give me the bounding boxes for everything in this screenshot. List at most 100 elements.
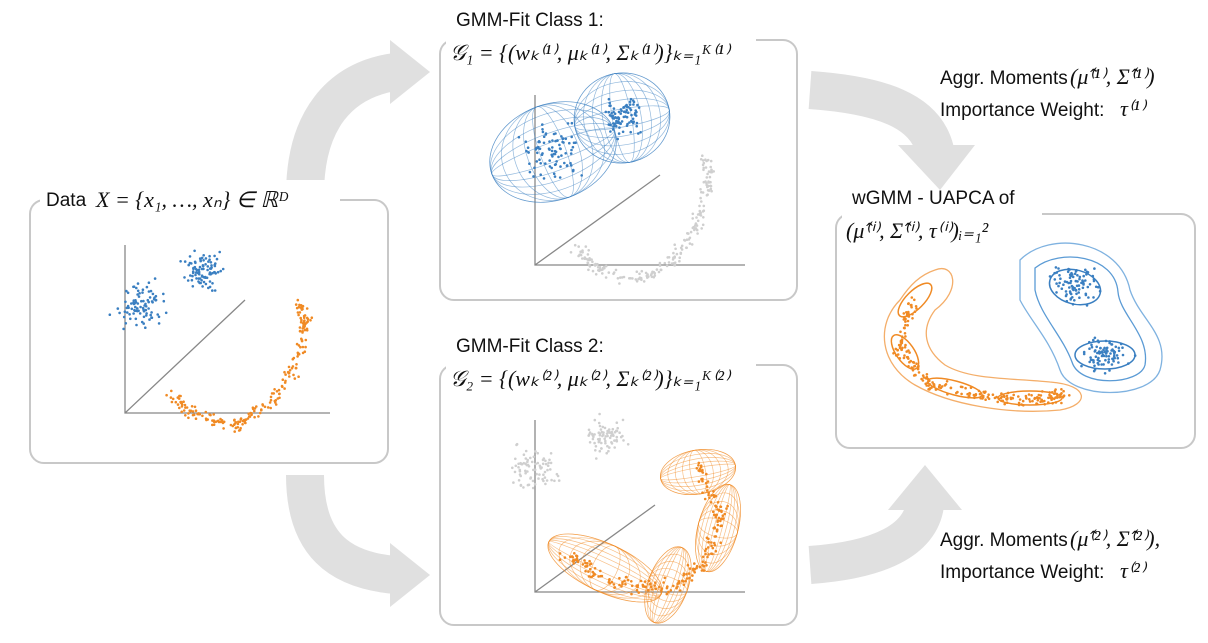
point [701, 471, 705, 474]
point [1062, 389, 1065, 393]
point [191, 274, 194, 278]
point [596, 266, 600, 269]
point [526, 460, 529, 464]
point [960, 392, 963, 396]
point [1024, 394, 1028, 398]
point [571, 145, 575, 149]
point [706, 172, 709, 176]
point [683, 239, 687, 242]
point [1084, 268, 1087, 272]
point [1082, 283, 1085, 286]
point [637, 277, 640, 281]
point [524, 462, 527, 466]
point [283, 370, 286, 374]
point [565, 164, 569, 167]
point [542, 141, 546, 145]
point [634, 278, 638, 281]
point [548, 159, 551, 162]
point [961, 385, 964, 389]
point [149, 289, 153, 293]
point [700, 477, 703, 481]
point [925, 373, 929, 376]
point [216, 270, 220, 274]
point [701, 159, 705, 162]
point [150, 311, 153, 314]
point [643, 585, 646, 588]
point [1027, 393, 1031, 396]
point [136, 302, 140, 305]
point [239, 426, 242, 430]
point [611, 433, 614, 436]
point [688, 242, 692, 245]
point [635, 110, 638, 114]
point [132, 285, 135, 289]
gaussian-ellipses [489, 72, 1163, 624]
point [603, 437, 606, 441]
point [553, 149, 557, 153]
point [517, 479, 521, 482]
point [590, 432, 594, 436]
point [1108, 369, 1111, 372]
point [191, 285, 195, 288]
point [549, 452, 553, 455]
point [524, 471, 527, 475]
point [1071, 285, 1074, 289]
point [678, 259, 681, 263]
point [542, 473, 545, 477]
point [615, 119, 618, 123]
point [1113, 350, 1117, 354]
point [925, 375, 929, 379]
point [305, 329, 309, 332]
point [179, 260, 182, 263]
moments: (μ̂⁽¹⁾, Σ̂⁽¹⁾) [1070, 64, 1155, 89]
point [134, 317, 138, 321]
point [1087, 296, 1090, 299]
point [305, 307, 309, 310]
point [208, 280, 212, 283]
point [617, 132, 621, 135]
point [297, 375, 300, 379]
point [920, 377, 923, 381]
point [701, 154, 704, 157]
point [586, 261, 590, 265]
point [624, 583, 627, 586]
point [219, 417, 222, 421]
point [541, 128, 544, 131]
point [210, 264, 213, 267]
mesh-ring [489, 101, 617, 203]
point [538, 464, 542, 468]
point [618, 576, 621, 580]
point [584, 245, 588, 248]
point [122, 327, 125, 331]
point [626, 122, 629, 126]
point [597, 440, 601, 443]
arrow-head [898, 145, 975, 190]
point [202, 254, 205, 257]
point [593, 441, 596, 445]
point [612, 272, 615, 276]
point [284, 373, 287, 376]
point [557, 155, 560, 159]
point [917, 371, 921, 374]
point [144, 326, 147, 330]
point [527, 465, 531, 468]
point [622, 439, 625, 442]
point [551, 146, 554, 149]
point [552, 172, 556, 175]
point [536, 151, 539, 155]
point [233, 430, 236, 433]
point [705, 489, 709, 492]
point [550, 166, 553, 170]
title-bg [40, 180, 340, 216]
point [1068, 286, 1071, 289]
density-contour [883, 267, 1082, 412]
point [183, 403, 187, 407]
point [620, 120, 624, 123]
point [982, 390, 985, 394]
point [1102, 354, 1106, 358]
point [986, 395, 990, 399]
point [1058, 274, 1061, 277]
point [639, 276, 643, 280]
point [275, 390, 279, 393]
point [705, 159, 708, 163]
